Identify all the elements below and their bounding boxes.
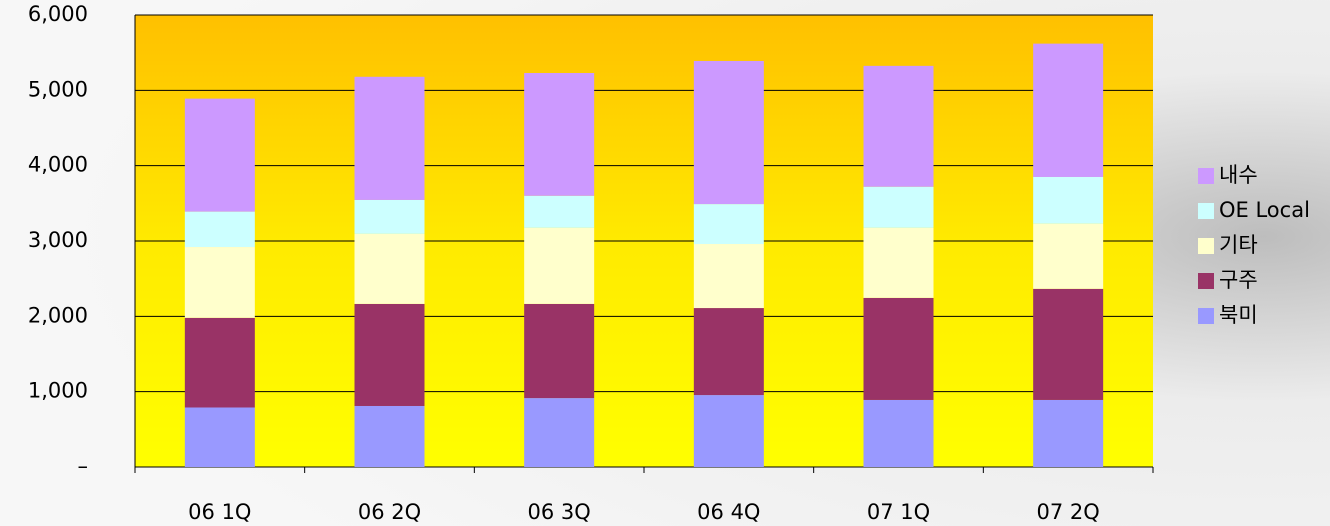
bar-segment — [355, 234, 425, 304]
bar-segment — [185, 318, 255, 408]
x-tick-label: 07 1Q — [867, 500, 930, 524]
bar-segment — [185, 247, 255, 318]
bar-segment — [524, 398, 594, 467]
legend-label: 북미 — [1219, 303, 1258, 327]
y-tick-label: 1,000 — [28, 379, 88, 403]
bar-segment — [1033, 44, 1103, 177]
bar-segment — [355, 406, 425, 467]
y-tick-label: 4,000 — [28, 153, 88, 177]
legend-swatch — [1198, 168, 1214, 184]
y-tick-label: 3,000 — [28, 228, 88, 252]
x-tick-label: 07 2Q — [1037, 500, 1100, 524]
bar-segment — [694, 61, 764, 204]
bar-segment — [524, 196, 594, 228]
legend-swatch — [1198, 308, 1214, 324]
bar-segment — [185, 407, 255, 467]
bar-segment — [694, 244, 764, 308]
bar-segment — [355, 200, 425, 234]
bar-segment — [185, 212, 255, 247]
x-tick-label: 06 2Q — [358, 500, 421, 524]
bar-segment — [1033, 177, 1103, 224]
legend-swatch — [1198, 238, 1214, 254]
x-tick-label: 06 1Q — [188, 500, 251, 524]
y-tick-label: 5,000 — [28, 77, 88, 101]
bar-segment — [694, 395, 764, 467]
legend-label: 내수 — [1219, 163, 1258, 187]
bar-segment — [355, 77, 425, 200]
bar-segment — [864, 298, 934, 400]
x-tick-label: 06 4Q — [697, 500, 760, 524]
bar-segment — [1033, 289, 1103, 400]
bar-segment — [355, 304, 425, 406]
legend-label: 기타 — [1219, 233, 1258, 257]
y-tick-label: 2,000 — [28, 303, 88, 327]
y-tick-label: – — [78, 454, 89, 478]
bar-segment — [864, 228, 934, 298]
bar-segment — [1033, 224, 1103, 289]
bar-segment — [864, 400, 934, 467]
chart: – 1,000 2,000 3,000 4,000 5,000 6,000 06 1Q 06 2… — [0, 0, 1330, 526]
bar-segment — [524, 73, 594, 196]
y-tick-label: 6,000 — [28, 2, 88, 26]
legend-swatch — [1198, 273, 1214, 289]
bar-segment — [864, 187, 934, 228]
legend-label: 구주 — [1219, 268, 1258, 292]
page: – 1,000 2,000 3,000 4,000 5,000 6,000 06 1Q 06 2… — [0, 0, 1330, 526]
bar-segment — [1033, 400, 1103, 467]
bar-segment — [864, 66, 934, 187]
bar-segment — [185, 99, 255, 212]
x-tick-label: 06 3Q — [528, 500, 591, 524]
bar-segment — [524, 228, 594, 304]
legend-label: OE Local — [1219, 198, 1310, 222]
bar-segment — [694, 204, 764, 244]
bar-segment — [524, 304, 594, 398]
legend-swatch — [1198, 203, 1214, 219]
bar-segment — [694, 308, 764, 395]
